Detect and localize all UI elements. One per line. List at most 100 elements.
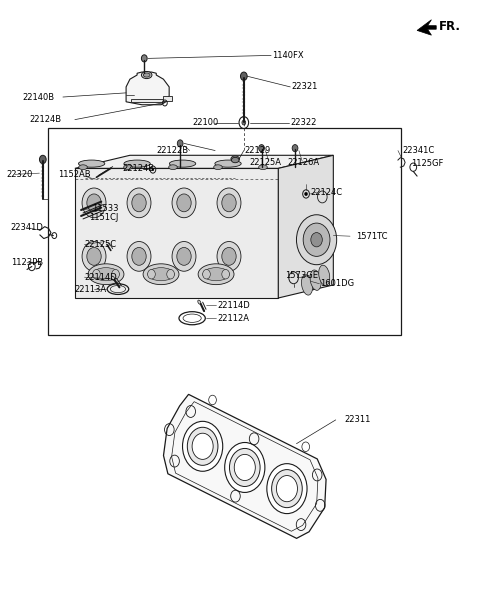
Polygon shape (163, 96, 172, 101)
Circle shape (132, 194, 146, 212)
Circle shape (303, 223, 330, 256)
Polygon shape (417, 20, 436, 35)
Circle shape (242, 120, 246, 125)
Ellipse shape (124, 165, 132, 170)
Text: 22341C: 22341C (403, 146, 435, 155)
Circle shape (142, 55, 147, 62)
Text: 22100: 22100 (192, 118, 218, 127)
Circle shape (112, 269, 120, 279)
Text: 11533: 11533 (92, 204, 118, 213)
Text: FR.: FR. (439, 20, 461, 33)
Circle shape (177, 247, 191, 265)
Circle shape (297, 215, 336, 265)
Circle shape (203, 269, 210, 279)
Text: 22322: 22322 (290, 118, 317, 127)
Circle shape (127, 188, 151, 218)
Text: 22140B: 22140B (22, 92, 54, 101)
Text: 22122B: 22122B (156, 146, 188, 155)
Text: 22113A: 22113A (75, 284, 107, 294)
Text: 22112A: 22112A (217, 313, 249, 322)
Ellipse shape (124, 160, 150, 167)
Circle shape (222, 194, 236, 212)
Circle shape (82, 241, 106, 271)
Ellipse shape (214, 165, 222, 170)
Ellipse shape (78, 160, 105, 167)
Polygon shape (126, 72, 169, 105)
Circle shape (132, 247, 146, 265)
Polygon shape (131, 99, 163, 102)
Text: 22124B: 22124B (123, 164, 155, 173)
Text: 22129: 22129 (245, 146, 271, 155)
Text: 22311: 22311 (344, 415, 371, 424)
Text: 22124C: 22124C (311, 188, 343, 197)
Circle shape (127, 241, 151, 271)
Circle shape (217, 188, 241, 218)
Polygon shape (164, 395, 326, 538)
Text: 1152AB: 1152AB (58, 170, 91, 179)
Ellipse shape (93, 268, 119, 281)
Circle shape (234, 454, 255, 480)
Text: 1573GE: 1573GE (286, 271, 318, 280)
Polygon shape (278, 156, 333, 298)
Circle shape (217, 241, 241, 271)
Circle shape (167, 269, 174, 279)
Ellipse shape (198, 300, 201, 304)
Circle shape (172, 188, 196, 218)
Circle shape (229, 448, 260, 486)
Circle shape (192, 433, 213, 460)
Ellipse shape (231, 156, 240, 162)
Circle shape (182, 421, 223, 471)
Circle shape (177, 194, 191, 212)
Text: 22320: 22320 (6, 170, 33, 179)
Text: 22124B: 22124B (29, 115, 61, 124)
Text: 22125A: 22125A (250, 158, 282, 167)
Text: 1601DG: 1601DG (321, 280, 355, 288)
Circle shape (240, 72, 247, 80)
Ellipse shape (259, 165, 267, 170)
Circle shape (87, 194, 101, 212)
Ellipse shape (79, 165, 87, 170)
Circle shape (39, 156, 46, 164)
Circle shape (93, 269, 100, 279)
Text: 1123PB: 1123PB (11, 258, 43, 267)
Ellipse shape (169, 160, 196, 167)
Text: 1571TC: 1571TC (356, 232, 387, 241)
Ellipse shape (203, 268, 229, 281)
Text: 22321: 22321 (292, 82, 318, 91)
Text: 22114D: 22114D (217, 300, 250, 310)
Circle shape (172, 241, 196, 271)
Polygon shape (75, 169, 278, 298)
Ellipse shape (142, 72, 152, 79)
Circle shape (148, 269, 156, 279)
Ellipse shape (143, 264, 179, 285)
Circle shape (305, 192, 308, 195)
Ellipse shape (88, 264, 124, 285)
Circle shape (187, 427, 218, 465)
Text: 1151CJ: 1151CJ (89, 213, 119, 222)
Ellipse shape (231, 157, 239, 163)
Circle shape (87, 247, 101, 265)
Ellipse shape (168, 165, 177, 170)
Ellipse shape (198, 264, 234, 285)
Text: 1140FX: 1140FX (273, 51, 304, 60)
Circle shape (177, 140, 183, 147)
Polygon shape (75, 156, 333, 169)
Circle shape (222, 269, 229, 279)
Ellipse shape (319, 265, 330, 285)
Circle shape (267, 464, 307, 514)
Ellipse shape (112, 277, 115, 281)
Circle shape (292, 145, 298, 152)
Text: 22125C: 22125C (84, 240, 117, 249)
Circle shape (225, 442, 265, 492)
Ellipse shape (310, 270, 321, 290)
Circle shape (82, 188, 106, 218)
Ellipse shape (144, 73, 150, 77)
Circle shape (276, 476, 298, 502)
Circle shape (272, 470, 302, 508)
Text: 1125GF: 1125GF (411, 159, 444, 168)
Circle shape (222, 247, 236, 265)
Circle shape (259, 145, 264, 152)
Text: 22126A: 22126A (287, 158, 319, 167)
Circle shape (311, 232, 323, 247)
Ellipse shape (215, 160, 241, 167)
